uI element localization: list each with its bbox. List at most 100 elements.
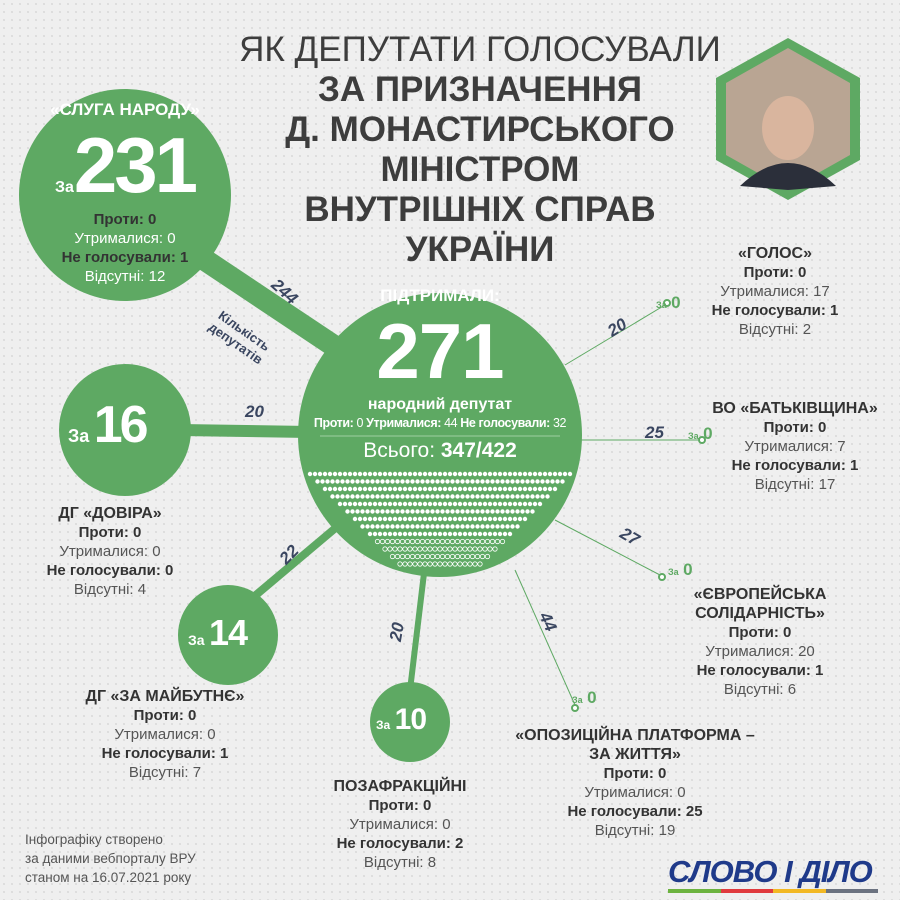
seat-dot [410,479,415,484]
seat-dot [532,501,538,507]
golos-dot [663,299,671,307]
seat-dot [365,479,370,484]
seat-dot [415,479,420,484]
golos-stats: «ГОЛОС» Проти: 0 Утрималися: 17 Не голосув… [711,245,839,338]
seat-dot [515,524,520,529]
seat-dot [367,486,373,492]
dovira-count: За 16 [68,396,149,454]
seat-dot [424,538,431,545]
seat-dot [312,471,318,477]
seat-dot [477,471,483,477]
seat-dot [447,561,453,567]
seat-dot [429,553,436,560]
seat-dot [467,561,473,567]
seat-dot [395,524,400,529]
seat-dot [495,479,500,484]
seat-dot [487,531,493,537]
seat-dot [492,516,498,522]
seat-dot [332,471,338,477]
seat-dot [417,471,423,477]
seat-dot [532,486,538,492]
seat-dot [452,471,458,477]
seat-dot [440,494,445,499]
seat-dot [395,494,400,499]
seat-dot [484,553,491,560]
seat-dot [415,509,420,514]
seat-dot [402,546,408,552]
seat-dot [307,471,313,477]
seat-dot [342,471,348,477]
seat-dot [445,509,450,514]
seat-dot [412,471,418,477]
seat-dot [427,516,433,522]
seat-dot [370,479,375,484]
seat-dot [317,471,323,477]
seat-dot [492,486,498,492]
batk-members: 25 [645,423,664,442]
seat-dot [365,524,370,529]
seat-dot [335,479,340,484]
seat-dot [497,501,503,507]
seat-dot [457,516,463,522]
seat-dot [542,471,548,477]
seat-dot [444,553,451,560]
seat-dot [442,561,448,567]
seat-dot [370,494,375,499]
seat-dot [432,486,438,492]
seat-dot [392,516,398,522]
seat-dot [380,509,385,514]
seat-dot [517,501,523,507]
seat-dot [404,538,411,545]
seat-dot [510,509,515,514]
seat-dot [547,486,553,492]
seat-dot [402,516,408,522]
seat-dot [490,524,495,529]
seat-dot [427,486,433,492]
seat-dot [420,524,425,529]
seat-dot [455,524,460,529]
seat-dot [414,538,421,545]
seat-dot [397,546,403,552]
seat-dot [415,494,420,499]
seat-dot [382,546,388,552]
seat-dot [522,486,528,492]
seat-dot [407,516,413,522]
seat-dot [420,494,425,499]
seat-dot [345,509,350,514]
seat-dot [550,479,555,484]
seat-dot [447,531,453,537]
batk-stats: ВО «БАТЬКІВЩИНА» Проти: 0 Утрималися: 7 Не… [712,400,878,493]
batk-count: За 0 [688,424,713,443]
seat-dot [505,509,510,514]
seat-dot [540,494,545,499]
seat-dot [404,553,411,560]
es-dot [658,573,666,581]
seat-dot [347,471,353,477]
seat-dot [390,494,395,499]
seat-dot [417,486,423,492]
seat-dot [447,516,453,522]
seat-dot [434,538,441,545]
seat-dot [445,479,450,484]
seat-dot [472,561,478,567]
seat-dot [464,553,471,560]
seat-dot [442,501,448,507]
seat-dot [362,486,368,492]
seat-dot [502,486,508,492]
seat-dot [362,471,368,477]
seat-dot [472,516,478,522]
seat-dot [530,509,535,514]
seat-dot [517,516,523,522]
seat-dot [475,509,480,514]
seat-dot [365,509,370,514]
seat-dots [307,471,573,567]
seat-dot [365,494,370,499]
seat-dot [350,479,355,484]
seat-dot [360,524,365,529]
seat-dot [469,553,476,560]
seat-dot [520,494,525,499]
seat-dot [477,516,483,522]
seat-dot [495,494,500,499]
seat-dot [417,546,423,552]
seat-dot [430,494,435,499]
